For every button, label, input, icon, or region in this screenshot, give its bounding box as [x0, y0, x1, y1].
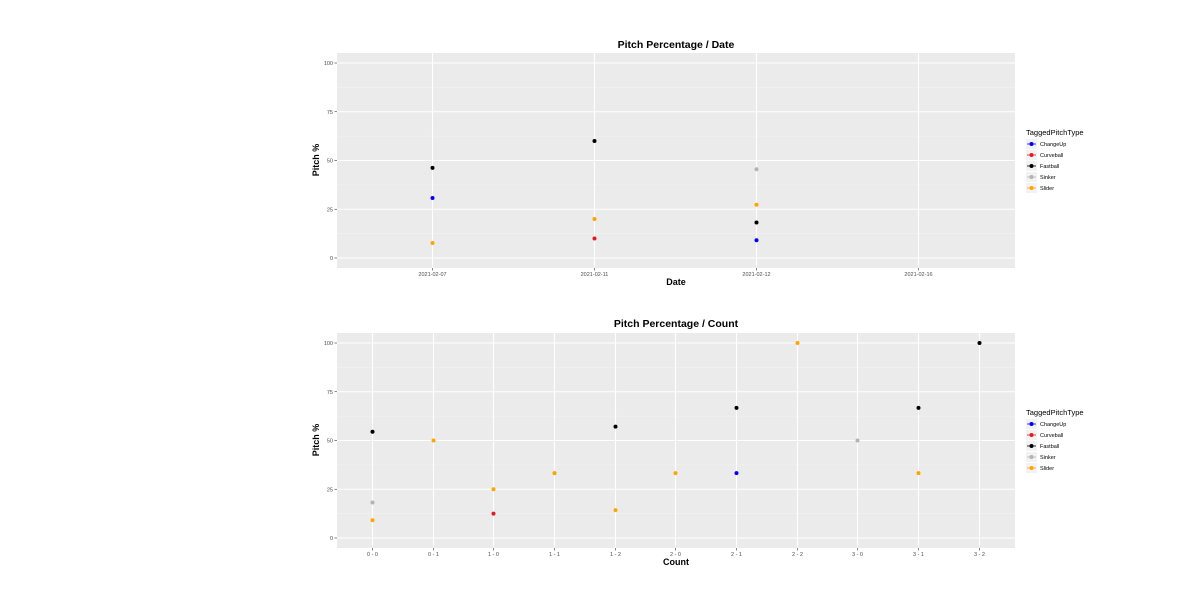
chart-count-point-fastball [613, 424, 618, 429]
chart-count-point-fastball [734, 405, 739, 410]
chart-count-point-changeup [734, 471, 739, 476]
chart-count-points [370, 341, 982, 523]
chart-count-point-slider [613, 508, 618, 513]
chart-count-legend-item: Curveball [1040, 433, 1063, 439]
chart-count-point-slider [673, 471, 678, 476]
chart-count-legend: TaggedPitchType ChangeUp Curveball Fastbal… [1026, 408, 1084, 473]
chart-count-x-tick-label: 3 - 0 [852, 552, 863, 558]
chart-count-title: Pitch Percentage / Count [614, 318, 739, 330]
chart-date-point-slider [754, 202, 759, 207]
chart-date: Pitch Percentage / Date 0 25 50 75 100 2021-… [311, 39, 1084, 287]
chart-date-title: Pitch Percentage / Date [618, 39, 735, 51]
chart-date-point-changeup [754, 238, 759, 243]
chart-count-point-fastball [916, 405, 921, 410]
chart-count-legend-swatch [1029, 422, 1034, 426]
chart-count-x-tick-label: 2 - 2 [792, 552, 803, 558]
chart-date-legend-swatch [1029, 175, 1034, 179]
chart-count-point-slider [795, 341, 800, 345]
chart-count-point-slider [491, 487, 496, 492]
chart-count-ylabel: Pitch % [311, 424, 321, 457]
chart-count-legend-item: Slider [1040, 466, 1054, 472]
chart-date-x-tick-label: 2021-02-12 [742, 272, 770, 278]
chart-date-x-axis: 2021-02-07 2021-02-11 2021-02-12 2021-02-16 [418, 268, 933, 278]
chart-date-y-axis: 0 25 50 75 100 [324, 61, 337, 262]
chart-count-point-slider [370, 518, 375, 523]
chart-count-y-tick-label: 100 [324, 341, 333, 347]
chart-count-legend-item: Sinker [1040, 455, 1056, 461]
chart-count-xlabel: Count [663, 557, 689, 567]
chart-date-legend-item: ChangeUp [1040, 142, 1066, 148]
chart-date-point-slider [430, 240, 435, 245]
chart-date-legend-item: Sinker [1040, 175, 1056, 181]
chart-count-x-tick-label: 1 - 0 [488, 552, 499, 558]
chart-count: Pitch Percentage / Count 0 25 50 75 100 0 - … [311, 318, 1084, 567]
chart-count-point-sinker [855, 438, 860, 443]
chart-date-legend-swatch [1029, 164, 1034, 168]
chart-date-legend: TaggedPitchType ChangeUp Curveball Fastbal… [1026, 128, 1084, 193]
chart-date-grid [337, 53, 1015, 268]
chart-count-point-slider [552, 471, 557, 476]
chart-count-y-tick-label: 75 [327, 390, 333, 396]
chart-count-point-sinker [370, 500, 375, 505]
chart-date-legend-swatch [1029, 142, 1034, 146]
chart-date-y-tick-label: 75 [327, 110, 333, 116]
chart-date-x-tick-label: 2021-02-07 [418, 272, 446, 278]
chart-date-legend-item: Curveball [1040, 153, 1063, 159]
chart-count-x-tick-label: 0 - 0 [367, 552, 378, 558]
chart-count-x-tick-label: 2 - 1 [731, 552, 742, 558]
chart-count-point-slider [916, 471, 921, 476]
chart-date-points [430, 139, 759, 245]
chart-count-legend-swatch [1029, 466, 1034, 470]
chart-count-x-tick-label: 1 - 2 [610, 552, 621, 558]
chart-count-y-tick-label: 0 [330, 536, 333, 542]
chart-count-y-axis: 0 25 50 75 100 [324, 341, 337, 542]
chart-date-legend-item: Slider [1040, 186, 1054, 192]
chart-count-legend-title: TaggedPitchType [1026, 408, 1084, 417]
chart-date-y-tick-label: 50 [327, 159, 333, 165]
chart-date-y-tick-label: 25 [327, 207, 333, 213]
chart-date-legend-item: Fastball [1040, 164, 1059, 170]
chart-date-x-tick-label: 2021-02-11 [581, 272, 609, 278]
chart-count-point-slider [431, 438, 436, 443]
chart-count-point-fastball [370, 429, 375, 434]
chart-count-y-tick-label: 50 [327, 439, 333, 445]
chart-date-point-curveball [592, 236, 597, 241]
chart-count-legend-swatch [1029, 444, 1034, 448]
chart-date-legend-title: TaggedPitchType [1026, 128, 1084, 137]
chart-date-y-tick-label: 0 [330, 256, 333, 262]
chart-date-legend-swatch [1029, 186, 1034, 190]
chart-date-point-fastball [592, 139, 597, 143]
chart-count-legend-item: ChangeUp [1040, 422, 1066, 428]
chart-count-x-tick-label: 3 - 2 [974, 552, 985, 558]
chart-count-point-curveball [491, 511, 496, 516]
chart-count-legend-swatch [1029, 455, 1034, 459]
chart-date-point-slider [592, 217, 597, 221]
chart-count-legend-swatch [1029, 433, 1034, 437]
chart-count-y-tick-label: 25 [327, 487, 333, 493]
chart-count-x-tick-label: 2 - 0 [670, 552, 681, 558]
chart-count-x-tick-label: 0 - 1 [428, 552, 439, 558]
chart-count-x-tick-label: 3 - 1 [913, 552, 924, 558]
chart-date-legend-swatch [1029, 153, 1034, 157]
chart-date-xlabel: Date [666, 277, 686, 287]
chart-date-ylabel: Pitch % [311, 144, 321, 177]
chart-count-x-axis: 0 - 0 0 - 1 1 - 0 1 - 1 1 - 2 2 - 0 2 - 1 2 - 2… [367, 548, 985, 558]
chart-count-point-fastball [977, 341, 982, 345]
chart-date-point-sinker [754, 167, 759, 172]
chart-count-legend-item: Fastball [1040, 444, 1059, 450]
chart-date-point-fastball [430, 165, 435, 170]
chart-count-x-tick-label: 1 - 1 [549, 552, 560, 558]
chart-date-y-tick-label: 100 [324, 61, 333, 67]
chart-date-point-changeup [430, 195, 435, 200]
chart-date-point-fastball [754, 220, 759, 225]
chart-date-x-tick-label: 2021-02-16 [904, 272, 932, 278]
